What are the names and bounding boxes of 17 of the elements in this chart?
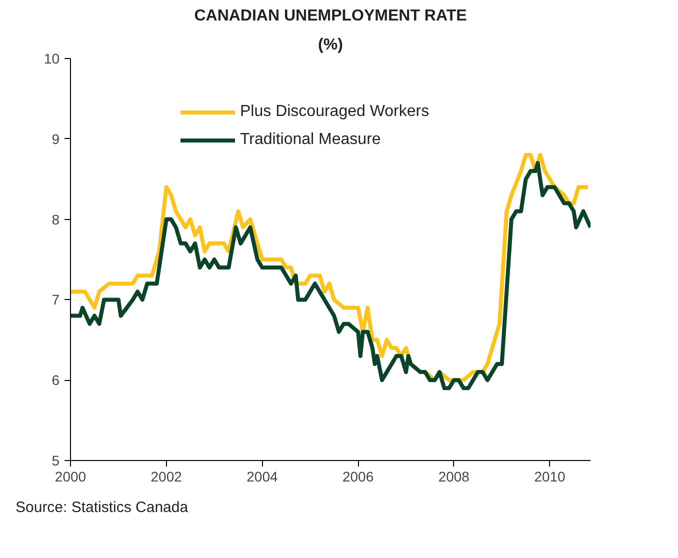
x-tick-label: 2006 xyxy=(342,468,374,484)
x-tick-label: 2000 xyxy=(54,468,86,484)
legend-label: Traditional Measure xyxy=(240,131,381,149)
x-tick-label: 2008 xyxy=(438,468,470,484)
y-tick-label: 6 xyxy=(52,372,60,388)
y-tick-label: 8 xyxy=(52,211,60,228)
y-tick-label: 5 xyxy=(52,452,60,468)
chart-subtitle: (%) xyxy=(318,36,343,54)
chart-title: CANADIAN UNEMPLOYMENT RATE xyxy=(194,8,468,24)
y-tick-label: 7 xyxy=(52,292,60,308)
x-tick-label: 2010 xyxy=(534,468,566,484)
source-note: Source: Statistics Canada xyxy=(16,499,189,516)
legend-label: Plus Discouraged Workers xyxy=(240,103,430,121)
y-tick-label: 10 xyxy=(44,50,60,66)
x-tick-label: 2004 xyxy=(246,468,278,484)
y-tick-label: 9 xyxy=(52,130,60,147)
x-tick-label: 2002 xyxy=(150,468,182,484)
